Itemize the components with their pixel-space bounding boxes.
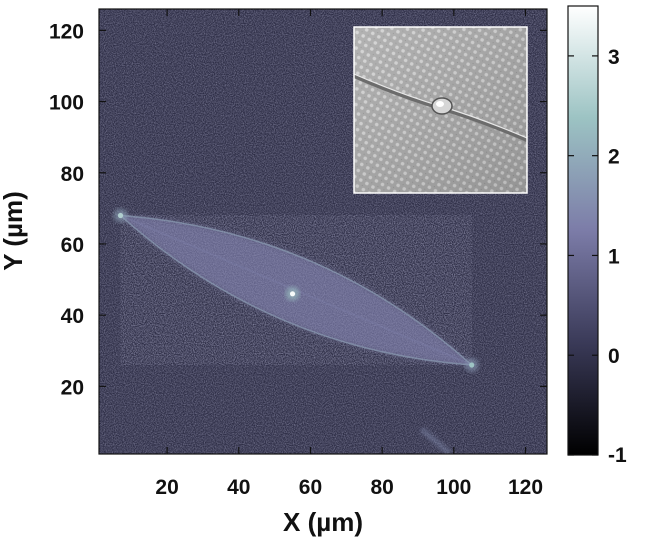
y-tick-label: 40 — [61, 305, 84, 328]
x-tick-label: 120 — [508, 476, 543, 499]
hotspot — [289, 291, 296, 297]
x-tick-label: 100 — [436, 476, 471, 499]
y-tick-label: 80 — [61, 163, 84, 186]
y-tick-label: 120 — [49, 20, 84, 43]
x-axis-label: X (µm) — [283, 507, 363, 537]
plot-frame — [98, 8, 548, 455]
x-tick-label: 40 — [227, 476, 250, 499]
x-axis: 20 40 60 80 100 120 — [155, 9, 543, 499]
colorbar: -1 0 1 2 3 — [567, 5, 627, 467]
y-tick-label: 60 — [61, 234, 84, 257]
inset-micrograph — [353, 26, 528, 194]
colorbar-tick-label: 3 — [608, 46, 620, 69]
x-tick-label: 20 — [155, 476, 178, 499]
y-axis: 20 40 60 80 100 120 — [49, 20, 547, 399]
streak — [419, 427, 452, 454]
hotspot — [117, 212, 124, 219]
colorbar-tick-label: -1 — [608, 444, 627, 467]
y-axis-label: Y (µm) — [0, 191, 28, 271]
hotspot — [469, 362, 475, 368]
y-tick-label: 100 — [49, 92, 84, 115]
x-tick-label: 80 — [370, 476, 393, 499]
y-tick-label: 20 — [61, 376, 84, 399]
colorbar-tick-label: 1 — [608, 245, 620, 268]
colorbar-gradient — [567, 5, 599, 456]
colorbar-tick-label: 2 — [608, 146, 620, 169]
colorbar-tick-label: 0 — [608, 345, 620, 368]
x-tick-label: 60 — [299, 476, 322, 499]
